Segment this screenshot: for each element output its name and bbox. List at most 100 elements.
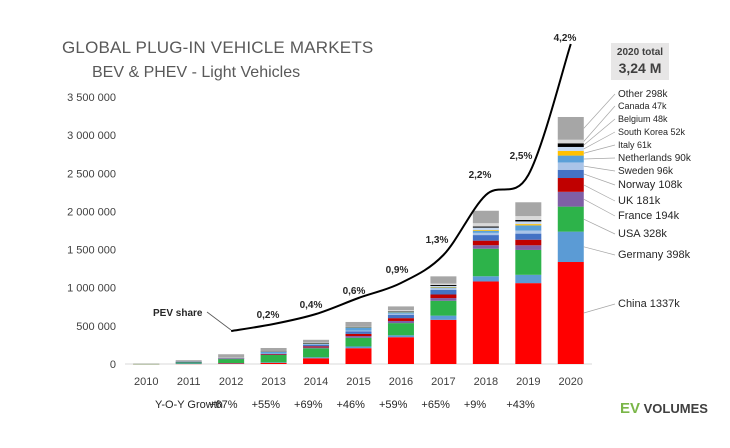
bar-segment-other (345, 321, 372, 327)
x-tick-label: 2016 (389, 376, 413, 388)
bar-segment-france (472, 245, 499, 249)
bar-segment-china (387, 337, 414, 364)
bar-segment-italy (472, 229, 499, 231)
legend-leader-line (583, 105, 616, 142)
pev-share-label: 2,2% (469, 170, 492, 181)
bar-segment-belgium (430, 284, 457, 286)
y-tick-label: 2 500 000 (67, 168, 116, 180)
pev-share-pointer (206, 311, 232, 331)
bar-segment-china (260, 362, 287, 364)
bar-segment-belgium (387, 310, 414, 312)
pev-share-label: 2,5% (510, 151, 533, 162)
bar-segment-france (430, 298, 457, 301)
bar-segment-italy (430, 287, 457, 288)
bar-segment-netherlands (175, 361, 202, 363)
legend-leader-line (583, 218, 616, 235)
growth-value: +59% (378, 399, 408, 411)
bar-segment-germany (175, 363, 202, 364)
x-tick-label: 2015 (346, 376, 370, 388)
bar-segment-netherlands (430, 287, 457, 289)
bar-segment-belgium (345, 326, 372, 328)
chart-subtitle: BEV & PHEV - Light Vehicles (92, 64, 301, 81)
bar-segment-netherlands (260, 351, 287, 354)
pev-share-label: 1,3% (426, 235, 449, 246)
bar-segment-italy (557, 150, 584, 156)
bar-segment-sweden (557, 162, 584, 170)
bar-segment-belgium (557, 143, 584, 147)
bar-segment-uk (303, 346, 330, 348)
bar-segment-canada (557, 139, 584, 144)
y-tick-label: 0 (110, 359, 116, 371)
legend-leader-line (583, 93, 616, 129)
bar-segment-other (472, 210, 499, 224)
growth-value: +43% (506, 399, 535, 411)
bar-segment-china (472, 281, 499, 364)
bar-segment-other (303, 339, 330, 343)
bar-segment-usa (557, 206, 584, 232)
bar-segment-uk (218, 358, 245, 360)
bar-segment-netherlands (387, 311, 414, 314)
legend-label: Germany 398k (618, 249, 691, 261)
bar-segment-sweden (387, 313, 414, 315)
bar-segment-usa (218, 359, 245, 364)
bar-segment-sweden (303, 344, 330, 345)
chart-title: GLOBAL PLUG-IN VEHICLE MARKETS (62, 38, 374, 57)
bar-segment-south-korea (430, 285, 457, 288)
bar-segment-france (303, 347, 330, 349)
legend-leader-line (583, 198, 616, 217)
y-tick-label: 2 000 000 (67, 206, 116, 218)
bar-segment-germany (472, 276, 499, 282)
bar-segment-norway (557, 169, 584, 179)
bar-segment-canada (345, 326, 372, 327)
bar-segment-norway (430, 289, 457, 295)
x-tick-label: 2014 (304, 376, 328, 388)
bar-segment-netherlands (345, 327, 372, 331)
pev-share-label: 0,6% (343, 286, 366, 297)
bar-segment-usa (303, 348, 330, 358)
bar-segment-canada (260, 351, 287, 352)
bar-segment-sweden (472, 232, 499, 236)
pev-share-label: 0,9% (386, 265, 409, 276)
bar-segment-france (515, 245, 542, 250)
bar-segment-norway (387, 314, 414, 319)
bar-segment-china (218, 363, 245, 364)
legend-leader-line (583, 157, 616, 160)
bar-segment-sweden (218, 358, 245, 359)
pev-share-label: 0,2% (257, 310, 280, 321)
y-tick-label: 1 500 000 (67, 245, 116, 257)
bar-segment-other (133, 363, 160, 365)
bar-segment-italy (387, 311, 414, 313)
bar-segment-canada (387, 309, 414, 311)
y-tick-label: 500 000 (76, 321, 116, 333)
bar-segment-other (387, 306, 414, 310)
bar-segment-usa (387, 323, 414, 336)
legend-label: Netherlands 90k (618, 153, 692, 164)
legend-label: China 1337k (618, 298, 680, 310)
x-tick-label: 2010 (134, 376, 158, 388)
growth-value: +55% (251, 399, 281, 411)
x-tick-label: 2011 (177, 376, 201, 388)
bar-segment-belgium (515, 219, 542, 222)
y-tick-label: 1 000 000 (67, 283, 116, 295)
bar-segment-netherlands (472, 230, 499, 233)
legend-label: Sweden 96k (618, 166, 674, 177)
bar-segment-germany (260, 362, 287, 363)
y-tick-label: 3 500 000 (67, 92, 116, 104)
bar-segment-germany (345, 346, 372, 349)
bar-segment-usa (472, 248, 499, 277)
growth-value: +69% (294, 399, 323, 411)
bar-segment-canada (303, 342, 330, 344)
legend-leader-line (583, 118, 616, 146)
legend-label: Italy 61k (618, 140, 652, 150)
bar-segment-norway (345, 331, 372, 334)
legend-leader-line (583, 173, 616, 186)
bar-segment-france (260, 354, 287, 355)
growth-value: +46% (336, 399, 365, 411)
bar-segment-other (515, 202, 542, 217)
bar-segment-netherlands (557, 155, 584, 163)
bar-segment-other (260, 347, 287, 352)
x-tick-label: 2018 (474, 376, 498, 388)
legend-label: Norway 108k (618, 179, 683, 191)
bar-segment-usa (260, 354, 287, 363)
